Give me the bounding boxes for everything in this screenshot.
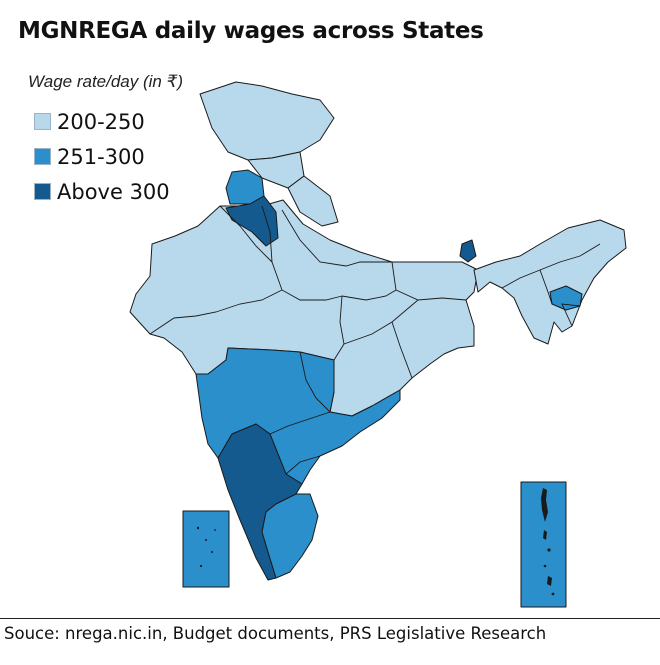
region-andaman-nicobar	[520, 481, 567, 608]
legend-swatch-200-250	[34, 113, 51, 130]
region-haryana	[225, 195, 279, 247]
legend: 200-250 251-300 Above 300	[34, 104, 170, 209]
legend-label-251-300: 251-300	[57, 144, 145, 169]
state-boundaries	[149, 205, 601, 475]
region-lakshadweep	[182, 510, 230, 588]
legend-swatch-251-300	[34, 148, 51, 165]
region-tamil-nadu	[261, 493, 319, 579]
legend-title: Wage rate/day (in ₹)	[28, 72, 184, 91]
footer-rule	[0, 618, 660, 619]
region-north-east	[473, 219, 627, 345]
map-title: MGNREGA daily wages across States	[18, 18, 484, 44]
island-marks	[196, 488, 555, 596]
legend-label-200-250: 200-250	[57, 109, 145, 134]
region-uttarakhand	[287, 175, 339, 227]
legend-swatch-above-300	[34, 183, 51, 200]
legend-label-above-300: Above 300	[57, 179, 170, 204]
region-jammu-kashmir-ladakh	[199, 81, 335, 161]
legend-item-above-300: Above 300	[34, 174, 170, 209]
source-note: Souce: nrega.nic.in, Budget documents, P…	[4, 624, 547, 643]
region-sikkim	[459, 239, 477, 263]
legend-item-251-300: 251-300	[34, 139, 170, 174]
legend-item-200-250: 200-250	[34, 104, 170, 139]
